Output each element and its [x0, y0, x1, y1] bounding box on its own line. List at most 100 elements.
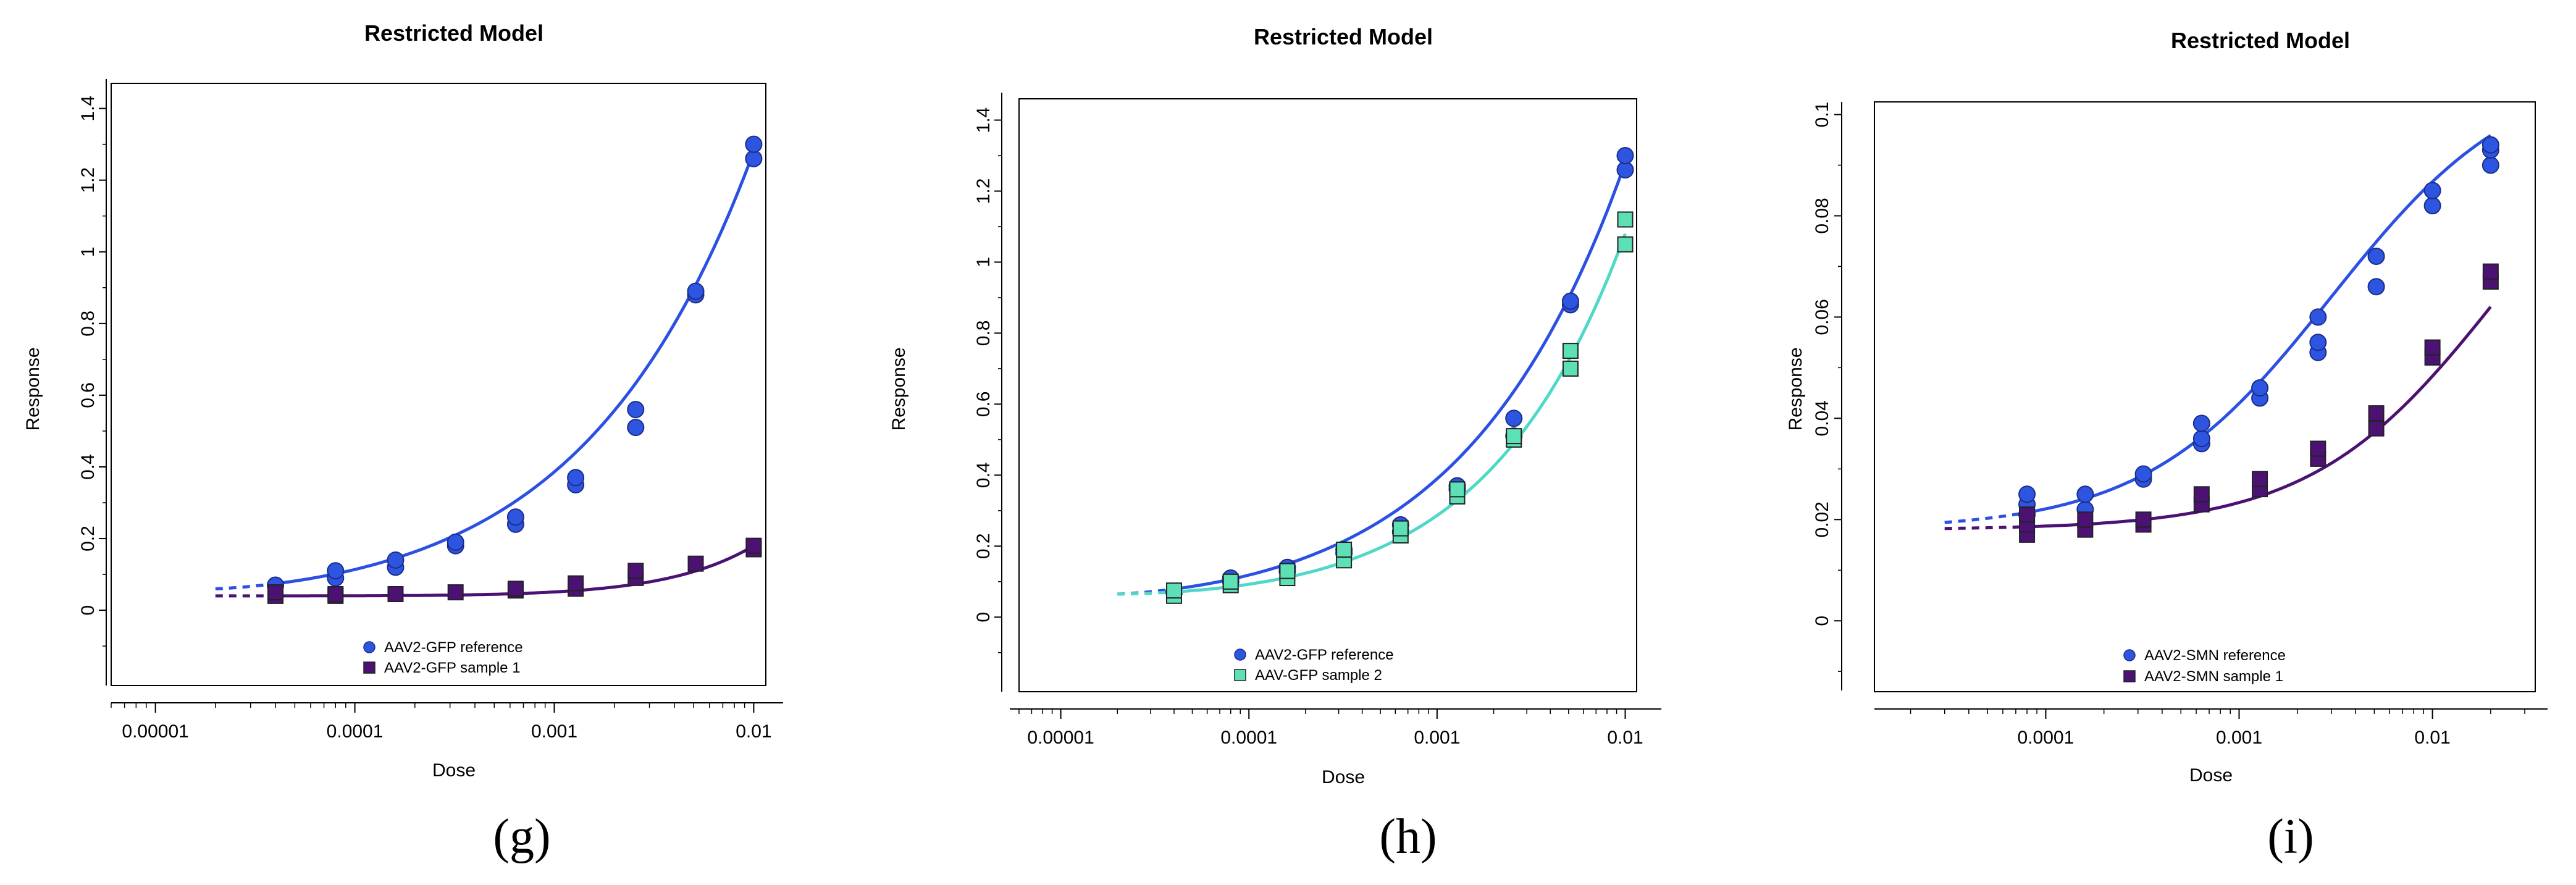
- x-tick-label: 0.001: [1414, 728, 1460, 748]
- y-tick-label: 0: [973, 612, 994, 623]
- y-tick-label: 1.4: [973, 107, 994, 133]
- legend-label: AAV2-GFP reference: [384, 639, 523, 656]
- series-1-point: [2193, 486, 2210, 503]
- series-0-point: [745, 149, 763, 167]
- legend-marker: [1234, 648, 1246, 661]
- y-tick-label: 0: [78, 605, 98, 616]
- series-1-extrapolation-line: [1117, 590, 1174, 596]
- series-0-point: [2367, 248, 2385, 266]
- series-0-point: [687, 282, 705, 300]
- series-1-point: [745, 537, 762, 554]
- series-0-point: [2251, 379, 2269, 397]
- series-0-point: [447, 533, 464, 551]
- series-0-fit-line: [1173, 162, 1627, 591]
- series-1-point: [2135, 511, 2152, 528]
- chart-panel-g: Restricted Model 0 0.2 0.4 0.6 0.8 1 1.2 1.4 Resp…: [0, 0, 858, 885]
- series-0-point: [2192, 430, 2210, 448]
- legend-marker: [363, 641, 375, 653]
- y-tick-label: 0.4: [78, 454, 98, 480]
- series-0-point: [2482, 136, 2499, 154]
- x-tick-label: 0.00001: [122, 721, 188, 742]
- series-1-point: [387, 586, 404, 603]
- x-axis-label: Dose: [1322, 767, 1365, 787]
- series-1-point: [267, 584, 284, 601]
- y-tick-label: 0.02: [1812, 501, 1832, 537]
- plot-frame: [111, 83, 766, 686]
- series-1-point: [2077, 511, 2094, 528]
- series-0-point: [2192, 414, 2210, 432]
- series-1-point: [568, 575, 584, 592]
- series-0-point: [627, 401, 645, 419]
- legend-label: AAV2-GFP reference: [1255, 647, 1394, 663]
- x-tick-label: 0.001: [2216, 728, 2262, 748]
- series-1-point: [2368, 420, 2385, 437]
- series-0-point: [1561, 292, 1579, 310]
- series-1-point: [327, 586, 344, 603]
- series-1-point: [1562, 343, 1579, 359]
- x-tick-label: 0.001: [531, 721, 577, 742]
- series-1-point: [507, 581, 524, 597]
- x-tick-label: 0.01: [736, 721, 771, 742]
- series-0-extrapolation-line: [215, 582, 276, 590]
- chart-h: Restricted Model 0 0.2 0.4 0.6 0.8 1 1.2 1.4 Resp…: [889, 24, 1661, 787]
- series-0-point: [2423, 197, 2441, 215]
- series-1-point: [1392, 520, 1409, 537]
- series-0-point: [2423, 182, 2441, 199]
- x-tick-label: 0.00001: [1027, 728, 1094, 748]
- y-tick-label: 0.8: [78, 311, 98, 337]
- legend-label: AAV2-SMN reference: [2144, 647, 2286, 664]
- series-1-point: [1222, 573, 1239, 590]
- series-0-point: [1616, 146, 1634, 164]
- series-0-point: [2076, 485, 2094, 503]
- y-tick-label: 0.4: [973, 462, 994, 488]
- legend-label: AAV2-GFP sample 1: [384, 660, 521, 676]
- chart-panel-h: Restricted Model 0 0.2 0.4 0.6 0.8 1 1.2 1.4 Resp…: [858, 0, 1717, 885]
- series-1-point: [447, 584, 464, 601]
- y-tick-label: 0.6: [973, 392, 994, 417]
- legend-marker: [363, 661, 375, 674]
- y-tick-label: 1.2: [78, 167, 98, 193]
- y-tick-label: 0.6: [78, 382, 98, 408]
- x-tick-label: 0.0001: [1220, 728, 1277, 748]
- chart-title: Restricted Model: [1254, 24, 1433, 49]
- series-1-point: [1279, 563, 1296, 579]
- chart-i: Restricted Model 0 0.02 0.04 0.06 0.08 0.1 Resp…: [1785, 28, 2548, 786]
- series-0-point: [627, 419, 645, 437]
- plot-frame: [1018, 98, 1637, 692]
- series-0-point: [327, 562, 345, 580]
- series-0-point: [2482, 156, 2499, 174]
- series-1-point: [2424, 339, 2441, 356]
- series-0-point: [1505, 409, 1523, 427]
- series-1-point: [1617, 236, 1634, 253]
- y-tick-label: 1: [973, 257, 994, 267]
- series-1-point: [2482, 263, 2499, 280]
- series-1-point: [2019, 506, 2036, 523]
- series-0-point: [387, 551, 405, 569]
- series-1-extrapolation-line: [1944, 525, 2028, 531]
- chart-title: Restricted Model: [364, 20, 543, 46]
- legend-marker: [1234, 669, 1246, 681]
- y-tick-label: 0: [1812, 616, 1832, 626]
- series-1-point: [2310, 440, 2326, 457]
- series-1-point: [2368, 405, 2385, 422]
- chart-g: Restricted Model 0 0.2 0.4 0.6 0.8 1 1.2 1.4 Resp…: [23, 20, 783, 781]
- y-tick-label: 0.8: [973, 321, 994, 346]
- series-1-point: [1336, 542, 1353, 558]
- legend-label: AAV2-SMN sample 1: [2144, 668, 2283, 685]
- series-0-point: [2134, 465, 2152, 483]
- series-0-fit-line: [2026, 134, 2492, 514]
- chart-title: Restricted Model: [2171, 28, 2350, 53]
- series-1-point: [1562, 360, 1579, 377]
- series-1-point: [1506, 428, 1522, 445]
- chart-panel-i: Restricted Model 0 0.02 0.04 0.06 0.08 0.1 Resp…: [1717, 0, 2576, 885]
- y-tick-label: 1.4: [78, 96, 98, 122]
- series-0-point: [567, 469, 585, 487]
- y-tick-label: 0.2: [973, 533, 994, 559]
- y-tick-label: 1: [78, 246, 98, 257]
- series-1-point: [1165, 582, 1182, 599]
- series-0-point: [2018, 485, 2036, 503]
- series-0-extrapolation-line: [1944, 511, 2028, 524]
- series-1-point: [1449, 481, 1466, 498]
- x-tick-label: 0.01: [2414, 728, 2450, 748]
- y-axis-label: Response: [1785, 347, 1806, 430]
